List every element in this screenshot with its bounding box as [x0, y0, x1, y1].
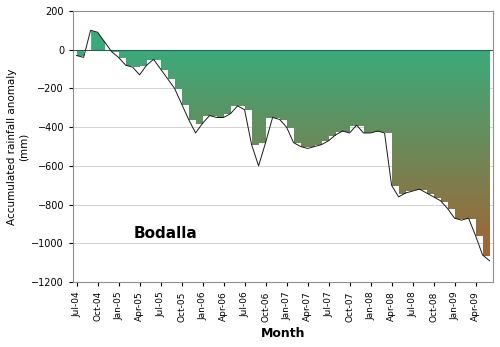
- Text: Bodalla: Bodalla: [134, 226, 198, 241]
- X-axis label: Month: Month: [261, 327, 306, 340]
- Y-axis label: Accumulated rainfall anomaly
(mm): Accumulated rainfall anomaly (mm): [7, 68, 28, 225]
